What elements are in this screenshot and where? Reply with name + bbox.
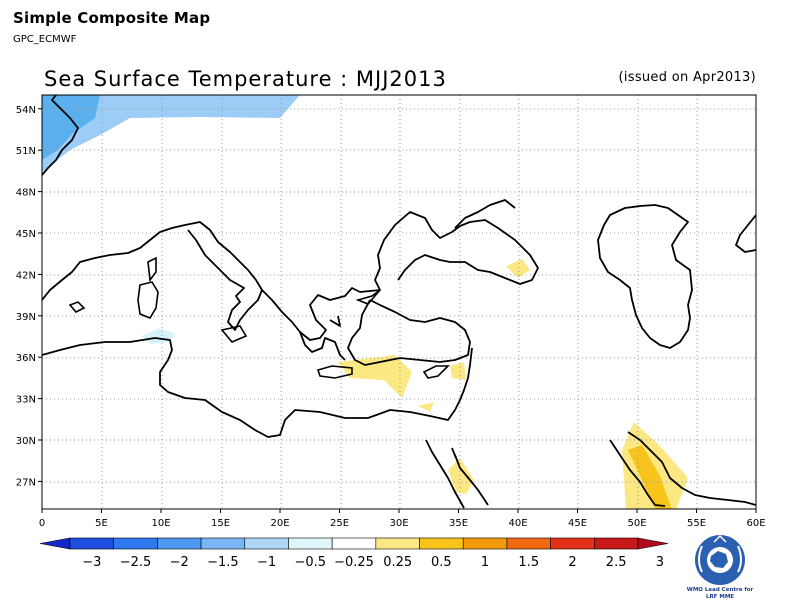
colorbar-swatch [113, 537, 158, 550]
lon-tick-label: 0 [39, 518, 45, 529]
latitude-axis: 54N 51N 48N 45N 42N 39N 36N 33N 30N 27N [16, 105, 42, 488]
lon-tick-label: 50E [627, 518, 646, 529]
issued-date: (issued on Apr2013) [618, 70, 756, 85]
colorbar-swatch [200, 537, 246, 550]
coastline-red-sea-east [451, 447, 489, 506]
longitude-axis: 0 5E 10E 15E 20E 25E 30E 35E 40E 45E 50E 55E 60E [39, 509, 766, 529]
coastline-greece [299, 315, 346, 361]
lon-tick-label: 45E [568, 518, 587, 529]
anomaly-region-east-med-2 [450, 362, 466, 380]
colorbar-swatch [550, 537, 595, 550]
island-sicily [220, 325, 248, 343]
lon-tick-label: 25E [330, 518, 349, 529]
lon-tick-label: 20E [270, 518, 289, 529]
islands [68, 256, 450, 379]
anomaly-region-black-sea [506, 259, 530, 278]
coastline-red-sea-west [425, 439, 465, 509]
lon-tick-label: 15E [211, 518, 230, 529]
anomaly-region-atlantic-inner [42, 95, 100, 160]
coastline-north-africa [42, 337, 473, 438]
colorbar-label: −2 [170, 555, 189, 570]
colorbar-arrow-high [637, 537, 669, 550]
lon-tick-label: 55E [687, 518, 706, 529]
coastline-caspian [597, 204, 693, 349]
lat-tick-label: 39N [16, 312, 36, 323]
colorbar: −3 −2.5 −2 −1.5 −1 −0.5 −0.25 0.25 0.5 1 1.5 2 2.5 3 [39, 537, 669, 570]
lat-tick-label: 54N [16, 105, 36, 116]
anomaly-region-persian-gulf-core [628, 445, 672, 509]
map-area [42, 95, 756, 509]
colorbar-label: 0.25 [383, 555, 412, 570]
coastline-north-europe [42, 95, 79, 176]
lon-tick-label: 35E [449, 518, 468, 529]
logo-caption-line2: LRF MME [706, 594, 734, 600]
colorbar-label: 3 [656, 555, 664, 570]
colorbar-label: −0.25 [334, 555, 374, 570]
island-euboea [355, 289, 381, 305]
colorbar-label: 2.5 [606, 555, 627, 570]
colorbar-swatch [419, 537, 464, 550]
coastlines [42, 95, 756, 509]
anomaly-region-red-sea [448, 458, 474, 494]
colorbar-swatch [244, 537, 289, 550]
coastline-anatolia [347, 299, 471, 366]
coastline-persian-gulf [609, 431, 756, 507]
anomaly-region-east-med [338, 355, 412, 398]
lon-tick-label: 10E [151, 518, 170, 529]
colorbar-label: 0.5 [431, 555, 452, 570]
colorbar-swatch [157, 537, 202, 550]
colorbar-label: −0.5 [295, 555, 327, 570]
anomaly-region-atlantic-outer [42, 95, 300, 172]
colorbar-swatch [375, 537, 420, 550]
map-title: Sea Surface Temperature : MJJ2013 [44, 67, 447, 91]
colorbar-label: 1.5 [518, 555, 539, 570]
island-cyprus [422, 365, 450, 379]
lat-tick-label: 30N [16, 436, 36, 447]
page-title: Simple Composite Map [13, 9, 211, 27]
colorbar-label: −1.5 [207, 555, 239, 570]
island-corsica [147, 256, 157, 283]
coastline-black-sea-north [454, 199, 516, 229]
lat-tick-label: 48N [16, 188, 36, 199]
logo-caption-line1: WMO Lead Centre for [687, 587, 754, 593]
colorbar-swatch [331, 537, 377, 550]
lat-tick-label: 42N [16, 270, 36, 281]
wmo-emblem-icon [695, 534, 745, 585]
lon-tick-label: 60E [746, 518, 765, 529]
island-sardinia [137, 281, 159, 319]
lon-tick-label: 5E [95, 518, 108, 529]
island-balearic [68, 301, 86, 313]
colorbar-label: −2.5 [120, 555, 152, 570]
colorbar-label: 2 [568, 555, 576, 570]
lat-tick-label: 51N [16, 146, 36, 157]
lat-tick-label: 36N [16, 353, 36, 364]
colorbar-swatch [506, 537, 551, 550]
colorbar-arrow-low [39, 537, 71, 550]
colorbar-swatch [594, 537, 639, 550]
colorbar-swatch [288, 537, 333, 550]
gridlines [42, 95, 756, 509]
colorbar-swatch [69, 537, 114, 550]
colorbar-label: 1 [481, 555, 489, 570]
model-name: GPC_ECMWF [13, 34, 77, 45]
anomaly-region-east-med-3 [418, 402, 434, 412]
coastline-iberia-west [42, 224, 186, 301]
lon-tick-label: 30E [389, 518, 408, 529]
island-crete [316, 365, 353, 379]
coastline-italy-balkans [184, 211, 539, 341]
colorbar-label: −3 [82, 555, 101, 570]
colorbar-swatch [462, 537, 508, 550]
colorbar-label: −1 [257, 555, 276, 570]
lon-tick-label: 40E [508, 518, 527, 529]
lat-tick-label: 45N [16, 229, 36, 240]
lat-tick-label: 33N [16, 395, 36, 406]
lat-tick-label: 27N [16, 477, 36, 488]
coastline-iran-east [735, 214, 756, 253]
